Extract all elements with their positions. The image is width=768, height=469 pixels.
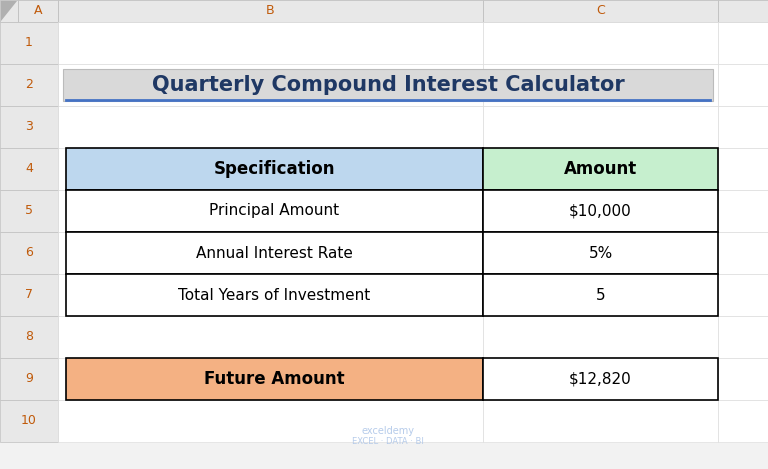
Bar xyxy=(718,22,768,64)
Text: EXCEL · DATA · BI: EXCEL · DATA · BI xyxy=(352,438,424,446)
Bar xyxy=(0,148,58,190)
Bar xyxy=(483,232,718,274)
Bar xyxy=(0,358,58,400)
Text: Amount: Amount xyxy=(564,160,637,178)
Bar xyxy=(718,316,768,358)
Text: exceldemy: exceldemy xyxy=(362,426,415,436)
Bar xyxy=(58,0,483,22)
Bar xyxy=(718,400,768,442)
Bar xyxy=(0,274,58,316)
Text: 3: 3 xyxy=(25,121,33,134)
Text: B: B xyxy=(266,5,275,17)
Bar xyxy=(483,64,718,106)
Bar xyxy=(718,358,768,400)
Bar xyxy=(66,148,483,190)
Text: Future Amount: Future Amount xyxy=(204,370,345,388)
Text: 5: 5 xyxy=(25,204,33,218)
Bar xyxy=(718,232,768,274)
Text: $12,820: $12,820 xyxy=(569,371,632,386)
Bar xyxy=(58,316,483,358)
Text: A: A xyxy=(34,5,42,17)
Bar xyxy=(0,106,58,148)
Text: 7: 7 xyxy=(25,288,33,302)
Text: 8: 8 xyxy=(25,331,33,343)
Bar xyxy=(58,22,483,64)
Bar xyxy=(718,0,768,22)
Bar xyxy=(0,22,58,64)
Text: Principal Amount: Principal Amount xyxy=(210,204,339,219)
Bar xyxy=(718,64,768,106)
Bar xyxy=(718,148,768,190)
Bar xyxy=(483,148,718,190)
Bar xyxy=(483,22,718,64)
Polygon shape xyxy=(1,1,17,21)
Bar xyxy=(483,400,718,442)
Text: 5%: 5% xyxy=(588,245,613,260)
Bar xyxy=(58,232,483,274)
Bar xyxy=(58,400,483,442)
Bar xyxy=(483,358,718,400)
Bar xyxy=(58,64,483,106)
Bar xyxy=(483,358,718,400)
Text: 5: 5 xyxy=(596,287,605,303)
Text: Total Years of Investment: Total Years of Investment xyxy=(178,287,371,303)
Bar xyxy=(483,232,718,274)
Bar xyxy=(483,190,718,232)
Text: Quarterly Compound Interest Calculator: Quarterly Compound Interest Calculator xyxy=(151,75,624,95)
Bar xyxy=(0,400,58,442)
Bar xyxy=(58,190,483,232)
Bar xyxy=(58,106,483,148)
Bar xyxy=(483,148,718,190)
Text: 1: 1 xyxy=(25,37,33,50)
Bar xyxy=(66,190,483,232)
Bar xyxy=(58,148,483,190)
Bar xyxy=(483,316,718,358)
Text: 6: 6 xyxy=(25,247,33,259)
Text: Annual Interest Rate: Annual Interest Rate xyxy=(196,245,353,260)
Bar xyxy=(0,190,58,232)
Bar xyxy=(483,106,718,148)
Bar xyxy=(58,358,483,400)
Bar xyxy=(66,358,483,400)
Text: C: C xyxy=(596,5,605,17)
Bar xyxy=(718,106,768,148)
Bar xyxy=(483,190,718,232)
Bar xyxy=(66,232,483,274)
Text: Specification: Specification xyxy=(214,160,336,178)
Text: 10: 10 xyxy=(21,415,37,428)
Bar xyxy=(0,0,18,22)
Bar xyxy=(483,274,718,316)
Bar xyxy=(0,64,58,106)
Text: 9: 9 xyxy=(25,372,33,386)
Bar xyxy=(63,69,713,101)
Bar xyxy=(0,232,58,274)
Bar xyxy=(483,0,718,22)
Bar xyxy=(58,274,483,316)
Bar xyxy=(718,190,768,232)
Bar xyxy=(718,274,768,316)
Text: $10,000: $10,000 xyxy=(569,204,632,219)
Bar xyxy=(18,0,58,22)
Text: 4: 4 xyxy=(25,162,33,175)
Bar xyxy=(0,316,58,358)
Bar xyxy=(483,274,718,316)
Bar xyxy=(66,274,483,316)
Text: 2: 2 xyxy=(25,78,33,91)
